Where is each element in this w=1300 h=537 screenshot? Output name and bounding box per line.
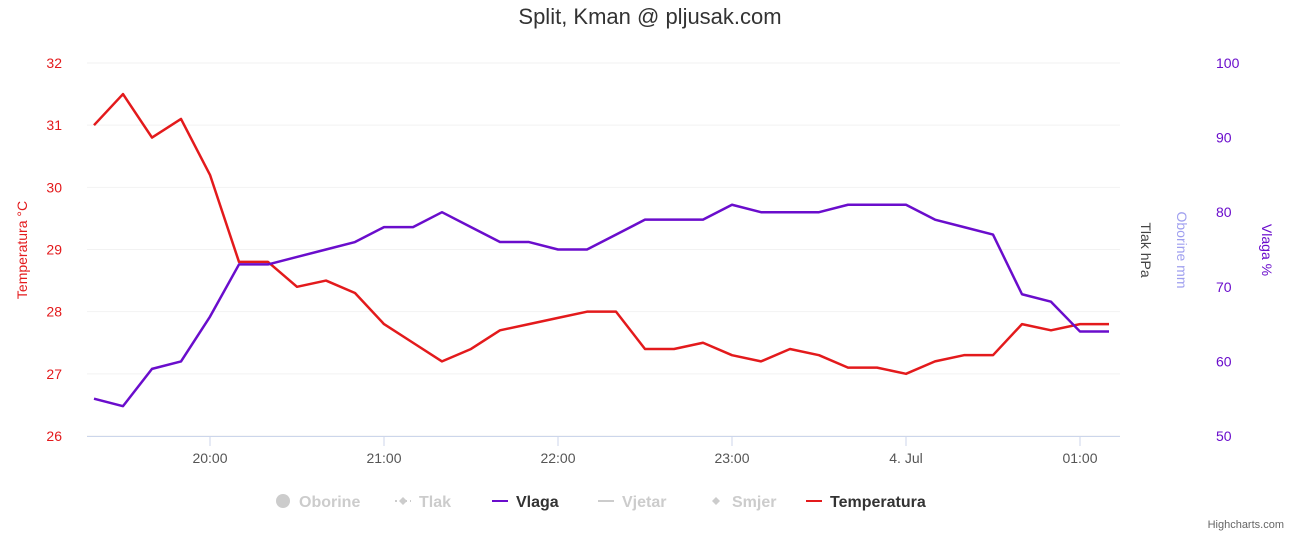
- legend-label: Smjer: [732, 494, 776, 511]
- legend-item-temperatura[interactable]: Temperatura: [806, 494, 926, 511]
- right-axis-title: Tlak hPa: [1138, 222, 1154, 277]
- x-tick-label: 21:00: [366, 450, 401, 466]
- diamond-icon: [712, 497, 720, 505]
- legend-item-vjetar[interactable]: Vjetar: [598, 494, 666, 511]
- right-tick-label: 90: [1216, 130, 1232, 146]
- legend-item-tlak[interactable]: Tlak: [395, 494, 451, 511]
- x-tick-label: 01:00: [1062, 450, 1097, 466]
- legend-label: Oborine: [299, 494, 360, 511]
- right-axis-title: Oborine mm: [1174, 211, 1190, 288]
- left-tick-label: 29: [46, 242, 62, 258]
- highcharts-credit[interactable]: Highcharts.com: [1207, 519, 1284, 531]
- legend-item-vlaga[interactable]: Vlaga: [492, 494, 559, 511]
- right-tick-label: 100: [1216, 55, 1240, 71]
- left-tick-label: 31: [46, 117, 62, 133]
- legend-item-smjer[interactable]: Smjer: [712, 494, 776, 511]
- right-tick-label: 60: [1216, 353, 1232, 369]
- left-tick-label: 28: [46, 304, 62, 320]
- right-tick-label: 70: [1216, 279, 1232, 295]
- legend-label: Vlaga: [516, 494, 559, 511]
- legend-item-oborine[interactable]: Oborine: [276, 494, 360, 511]
- right-tick-label: 50: [1216, 428, 1232, 444]
- right-axis-title: Vlaga %: [1259, 224, 1275, 276]
- left-tick-label: 30: [46, 179, 62, 195]
- left-axis-title: Temperatura °C: [14, 201, 30, 299]
- left-tick-label: 27: [46, 366, 62, 382]
- legend-label: Vjetar: [622, 494, 666, 511]
- legend-label: Tlak: [419, 494, 451, 511]
- right-tick-label: 80: [1216, 204, 1232, 220]
- series-vlaga-line: [93, 203, 1109, 408]
- left-tick-label: 26: [46, 428, 62, 444]
- x-tick-label: 22:00: [540, 450, 575, 466]
- x-tick-label: 4. Jul: [889, 450, 922, 466]
- circle-icon: [276, 494, 290, 508]
- x-tick-label: 20:00: [192, 450, 227, 466]
- left-tick-label: 32: [46, 55, 62, 71]
- legend-label: Temperatura: [830, 494, 926, 511]
- x-tick-label: 23:00: [714, 450, 749, 466]
- diamond-icon: [399, 497, 407, 505]
- series-temperatura-line: [93, 92, 1109, 376]
- chart-title: Split, Kman @ pljusak.com: [518, 4, 781, 29]
